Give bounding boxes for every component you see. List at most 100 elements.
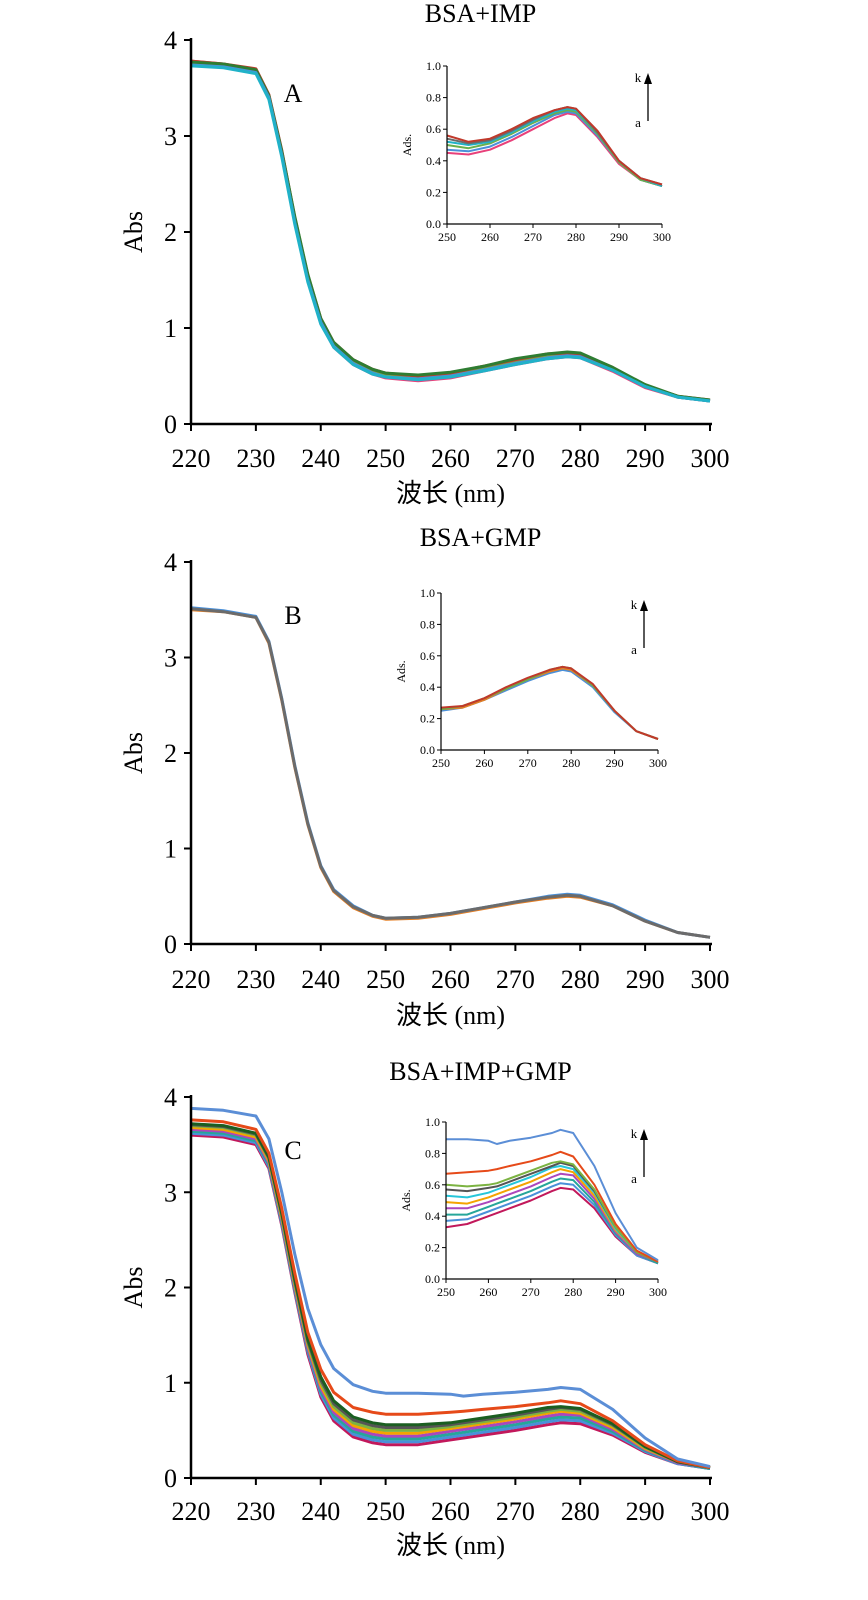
- y-tick-label: 4: [164, 1083, 177, 1112]
- x-tick-label: 230: [236, 444, 275, 473]
- inset-arrow-top-label: k: [631, 597, 638, 612]
- y-tick-label: 1: [164, 835, 177, 864]
- x-tick-label: 240: [301, 444, 340, 473]
- x-tick-label: 270: [496, 444, 535, 473]
- inset-y-axis-label: Ads.: [399, 1189, 413, 1211]
- panel-label: B: [284, 601, 301, 630]
- inset-y-tick-label: 0.8: [425, 1146, 440, 1160]
- x-tick-label: 280: [561, 1497, 600, 1526]
- inset-y-tick-label: 1.0: [420, 586, 435, 600]
- inset-y-tick-label: 0.2: [420, 712, 435, 726]
- x-tick-label: 220: [172, 965, 211, 994]
- inset-chart: 250 260 270 280 290 300 0.0 0.2 0.4 0.6 0.8 1.0 Ads.…: [400, 59, 671, 244]
- inset-x-tick-label: 260: [479, 1285, 497, 1299]
- inset-series-line-3: [446, 1172, 659, 1263]
- x-tick-label: 280: [561, 444, 600, 473]
- y-tick-label: 3: [164, 644, 177, 673]
- inset-chart: 250 260 270 280 290 300 0.0 0.2 0.4 0.6 0.8 1.0 Ads.…: [394, 586, 667, 770]
- inset-y-tick-label: 1.0: [426, 59, 441, 73]
- inset-x-tick-label: 290: [610, 230, 628, 244]
- x-tick-label: 220: [172, 444, 211, 473]
- y-tick-label: 2: [164, 739, 177, 768]
- inset-series-line-0: [445, 1186, 659, 1265]
- inset-y-tick-label: 0.6: [426, 122, 441, 136]
- inset-series-line-1: [445, 1182, 659, 1265]
- inset-series-line-2: [446, 109, 663, 188]
- x-tick-label: 260: [431, 444, 470, 473]
- y-tick-label: 4: [164, 548, 177, 577]
- series-line-6: [190, 64, 711, 403]
- inset-y-tick-label: 0.2: [425, 1241, 440, 1255]
- x-tick-label: 230: [236, 1497, 275, 1526]
- x-tick-label: 250: [366, 444, 405, 473]
- x-tick-label: 290: [626, 965, 665, 994]
- inset-arrow-bottom-label: a: [631, 1171, 637, 1186]
- inset-arrow-head: [640, 600, 648, 611]
- inset-x-tick-label: 270: [519, 756, 537, 770]
- inset-x-tick-label: 260: [475, 756, 493, 770]
- x-tick-label: 300: [691, 965, 730, 994]
- x-tick-label: 220: [172, 1497, 211, 1526]
- y-axis-label: Abs: [119, 732, 148, 774]
- inset-y-tick-label: 0.0: [425, 1272, 440, 1286]
- chart-title: BSA+IMP: [425, 0, 536, 28]
- x-tick-label: 270: [496, 965, 535, 994]
- y-tick-label: 0: [164, 410, 177, 439]
- inset-y-tick-label: 0.2: [426, 185, 441, 199]
- inset-x-tick-label: 300: [653, 230, 671, 244]
- inset-y-tick-label: 1.0: [425, 1115, 440, 1129]
- y-tick-label: 1: [164, 1369, 177, 1398]
- series-line-9: [190, 1106, 711, 1469]
- y-axis-label: Abs: [119, 211, 148, 253]
- inset-series-line-4: [445, 1168, 659, 1263]
- inset-series-line-3: [440, 665, 659, 740]
- x-tick-label: 300: [691, 1497, 730, 1526]
- x-tick-label: 250: [366, 1497, 405, 1526]
- y-tick-label: 4: [164, 26, 177, 55]
- x-tick-label: 240: [301, 1497, 340, 1526]
- chart-title: BSA+IMP+GMP: [389, 1057, 572, 1086]
- inset-arrow-bottom-label: a: [631, 642, 637, 657]
- inset-chart: 250 260 270 280 290 300 0.0 0.2 0.4 0.6 0.8 1.0 Ads.…: [399, 1115, 667, 1299]
- inset-x-tick-label: 250: [438, 230, 456, 244]
- inset-y-axis-label: Ads.: [394, 660, 408, 682]
- x-tick-label: 290: [626, 1497, 665, 1526]
- inset-series-line-5: [445, 1165, 659, 1263]
- series-line-2: [190, 607, 711, 939]
- panel-c: BSA+IMP+GMP 220 230 240 250 260 270 280 290 300 0 1…: [119, 1057, 730, 1560]
- inset-x-tick-label: 270: [522, 1285, 540, 1299]
- panel-b: BSA+GMP 220 230 240 250 260 270 280 290 300 0 1 2 3 4 波…: [119, 523, 730, 1030]
- inset-series-line-5: [446, 106, 663, 186]
- x-tick-label: 300: [691, 444, 730, 473]
- x-tick-label: 260: [431, 1497, 470, 1526]
- inset-x-tick-label: 270: [524, 230, 542, 244]
- inset-series-line-7: [445, 1160, 659, 1263]
- y-tick-label: 2: [164, 218, 177, 247]
- inset-series-line-0: [446, 112, 663, 188]
- inset-arrow-top-label: k: [631, 1126, 638, 1141]
- inset-y-tick-label: 0.6: [420, 649, 435, 663]
- x-axis-label: 波长 (nm): [396, 479, 505, 508]
- x-tick-label: 290: [626, 444, 665, 473]
- panel-a: BSA+IMP 220 230 240 250 260 270 280 290 300 0 1 2 3 4 波…: [119, 0, 730, 508]
- inset-x-tick-label: 250: [437, 1285, 455, 1299]
- y-tick-label: 3: [164, 122, 177, 151]
- x-axis-label: 波长 (nm): [396, 1001, 505, 1030]
- inset-x-tick-label: 300: [649, 756, 667, 770]
- inset-series-line-9: [446, 1128, 659, 1262]
- inset-arrow-head: [644, 73, 652, 84]
- inset-series-line-2: [446, 1177, 659, 1265]
- inset-x-tick-label: 280: [562, 756, 580, 770]
- panel-label: C: [284, 1136, 301, 1165]
- y-tick-label: 1: [164, 314, 177, 343]
- inset-x-tick-label: 300: [649, 1285, 667, 1299]
- inset-y-tick-label: 0.0: [420, 743, 435, 757]
- inset-y-tick-label: 0.0: [426, 217, 441, 231]
- y-tick-label: 0: [164, 930, 177, 959]
- inset-arrow-head: [640, 1129, 648, 1140]
- inset-y-tick-label: 0.4: [420, 680, 435, 694]
- inset-series-line-3: [446, 107, 663, 188]
- inset-arrow-bottom-label: a: [635, 115, 641, 130]
- inset-series-line-1: [446, 110, 663, 188]
